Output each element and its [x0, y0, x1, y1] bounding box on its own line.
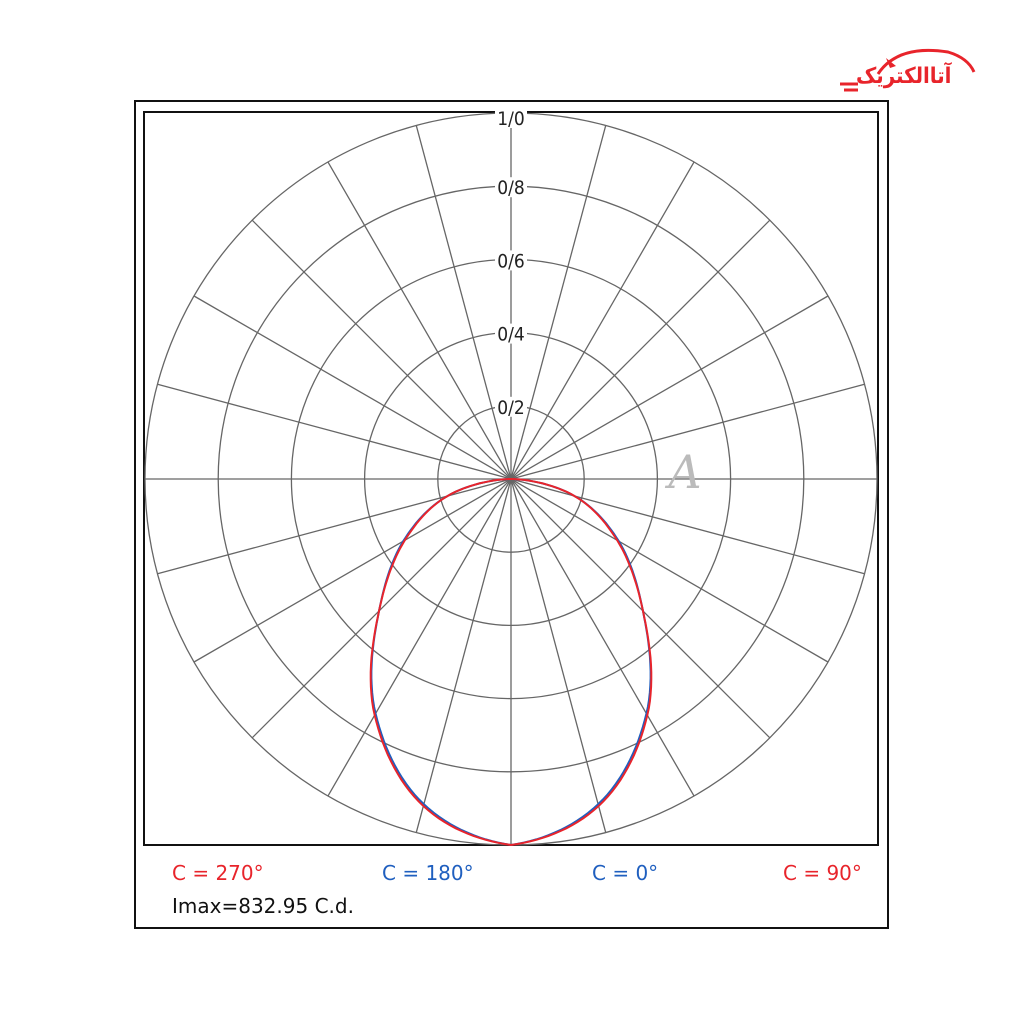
brand-logo: آتاالکتریک — [838, 44, 978, 100]
legend-c270: C = 270° — [172, 861, 264, 885]
legend-c180: C = 180° — [382, 861, 474, 885]
tick-bg — [495, 108, 527, 128]
intensity-curve-1 — [369, 478, 653, 847]
radial-tick-label: 1/0 — [497, 108, 525, 130]
radial-tick-label: 0/8 — [497, 177, 525, 199]
legend-c0: C = 0° — [592, 861, 658, 885]
tick-bg — [495, 396, 527, 417]
tick-bg — [495, 177, 527, 198]
outer-frame — [134, 100, 889, 929]
watermark: A — [664, 445, 701, 499]
radial-tick-label: 0/4 — [497, 324, 525, 346]
legend-c90: C = 90° — [783, 861, 862, 885]
logo-text: آتاالکتریک — [856, 64, 952, 89]
logo-swoosh-icon — [840, 48, 976, 92]
curves — [369, 478, 653, 847]
radial-ticks: 0/2 0/4 0/6 0/8 1/0 — [495, 108, 527, 419]
imax-label: Imax=832.95 C.d. — [172, 894, 354, 918]
radial-tick-label: 0/6 — [497, 250, 525, 272]
tick-bg — [495, 250, 527, 271]
tick-bg — [495, 323, 527, 344]
radial-tick-label: 0/2 — [497, 397, 525, 419]
